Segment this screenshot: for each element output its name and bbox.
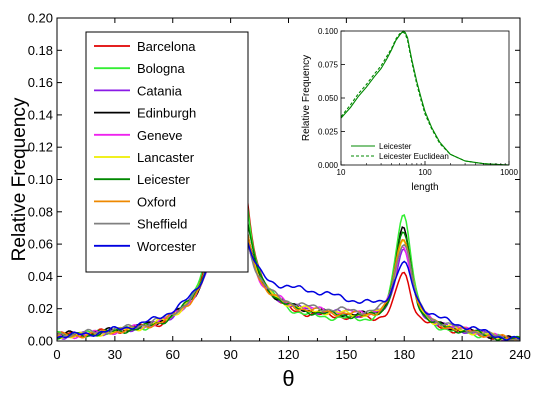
y-tick-label: 0.20 bbox=[28, 11, 53, 26]
x-tick-label: 60 bbox=[166, 347, 180, 362]
y-tick-label: 0.12 bbox=[28, 140, 53, 155]
x-tick-label: 210 bbox=[451, 347, 473, 362]
inset-chart: 10 100 1000 0.000 0.025 0.050 0.075 0.100 Relat… bbox=[301, 27, 518, 193]
inset-series-line-1 bbox=[340, 31, 510, 166]
inset-y-axis-title: Relative Frequency bbox=[301, 55, 312, 141]
x-tick-label: 120 bbox=[278, 347, 300, 362]
x-axis-title: θ bbox=[282, 366, 294, 391]
inset-x-tick-label: 1000 bbox=[500, 168, 518, 177]
x-tick-label: 180 bbox=[393, 347, 415, 362]
inset-x-axis-title: length bbox=[411, 182, 438, 193]
legend-label-bologna: Bologna bbox=[137, 61, 185, 76]
legend-label-edinburgh: Edinburgh bbox=[137, 106, 196, 121]
x-tick-label: 150 bbox=[336, 347, 358, 362]
y-tick-label: 0.06 bbox=[28, 237, 53, 252]
inset-x-tick-label: 10 bbox=[337, 168, 346, 177]
legend-label-geneve: Geneve bbox=[137, 128, 183, 143]
inset-y-tick-label: 0.075 bbox=[318, 61, 339, 70]
legend-label-barcelona: Barcelona bbox=[137, 39, 196, 54]
inset-legend-label-0: Leicester bbox=[379, 142, 412, 151]
legend-box bbox=[85, 31, 249, 273]
legend-label-lancaster: Lancaster bbox=[137, 150, 195, 165]
inset-y-tick-label: 0.100 bbox=[318, 27, 339, 36]
y-tick-label: 0.18 bbox=[28, 43, 53, 58]
y-tick-label: 0.16 bbox=[28, 75, 53, 90]
main-series-group bbox=[56, 58, 521, 341]
y-axis-title: Relative Frequency bbox=[9, 97, 30, 261]
y-tick-label: 0.14 bbox=[28, 107, 53, 122]
inset-y-tick-label: 0.025 bbox=[318, 128, 339, 137]
inset-axis-ticks: 10 100 1000 0.000 0.025 0.050 0.075 0.100 bbox=[318, 27, 518, 177]
main-axis-ticks: 0 30 60 90 120 150 180 210 240 0.00 0.02 0.04 0.06 0.… bbox=[28, 11, 531, 363]
y-tick-label: 0.02 bbox=[28, 301, 53, 316]
y-tick-label: 0.10 bbox=[28, 172, 53, 187]
inset-series-line-0 bbox=[340, 30, 510, 166]
legend-label-worcester: Worcester bbox=[137, 239, 197, 254]
main-legend: Barcelona Bologna Catania Edinburgh Geneve La… bbox=[85, 31, 249, 273]
legend-label-catania: Catania bbox=[137, 83, 183, 98]
legend-label-leicester: Leicester bbox=[137, 172, 190, 187]
y-tick-label: 0.00 bbox=[28, 334, 53, 349]
inset-background bbox=[341, 31, 509, 165]
x-tick-label: 30 bbox=[108, 347, 122, 362]
x-tick-label: 90 bbox=[223, 347, 237, 362]
inset-y-tick-label: 0.000 bbox=[318, 161, 339, 170]
x-tick-label: 0 bbox=[53, 347, 60, 362]
legend-label-oxford: Oxford bbox=[137, 194, 176, 209]
legend-label-sheffield: Sheffield bbox=[137, 217, 187, 232]
y-tick-label: 0.04 bbox=[28, 269, 53, 284]
series-line-worcester bbox=[56, 198, 521, 341]
inset-x-tick-label: 100 bbox=[418, 168, 432, 177]
inset-legend-label-1: Leicester Euclidean bbox=[379, 152, 449, 161]
x-tick-label: 240 bbox=[509, 347, 531, 362]
inset-series-group bbox=[340, 30, 510, 166]
inset-y-tick-label: 0.050 bbox=[318, 94, 339, 103]
y-tick-label: 0.08 bbox=[28, 204, 53, 219]
